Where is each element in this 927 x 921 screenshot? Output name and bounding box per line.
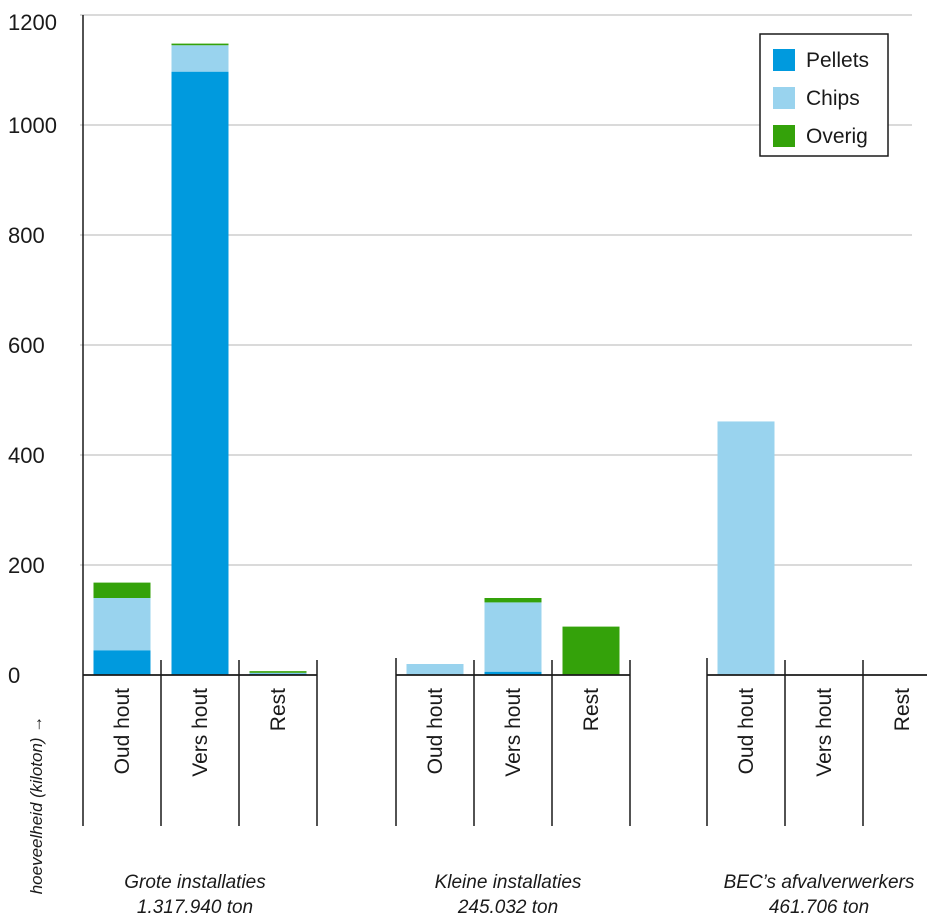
y-axis-label: hoeveelheid (kiloton) → <box>27 716 46 895</box>
labels: 0 200 400 600 800 1000 1200 Oud hout Vers hout Re… <box>8 10 915 918</box>
y-tick-label: 400 <box>8 443 45 468</box>
category-label: Rest <box>267 688 290 731</box>
category-label: Rest <box>580 688 603 731</box>
bar-segment <box>171 43 229 46</box>
y-tick-label: 200 <box>8 553 45 578</box>
legend-label: Chips <box>806 87 860 110</box>
bars <box>93 43 775 675</box>
group-name: BEC’s afvalverwerkers <box>724 872 915 893</box>
bar-segment <box>171 71 229 675</box>
category-label: Oud hout <box>735 688 758 775</box>
bar-segment <box>717 421 775 675</box>
legend-swatch <box>773 87 795 109</box>
category-label: Rest <box>891 688 914 731</box>
y-tick-label: 1000 <box>8 113 57 138</box>
category-label: Vers hout <box>502 688 525 777</box>
bar-segment <box>93 582 151 598</box>
group-name: Grote installaties <box>124 872 266 893</box>
bar-segment <box>406 664 464 675</box>
category-label: Vers hout <box>189 688 212 777</box>
legend-label: Overig <box>806 125 868 148</box>
category-label: Vers hout <box>813 688 836 777</box>
legend-swatch <box>773 49 795 71</box>
legend-swatch <box>773 125 795 147</box>
bar-segment <box>484 598 542 603</box>
bar-segment <box>484 602 542 672</box>
group-total: 245.032 ton <box>457 897 558 918</box>
bar-segment <box>93 598 151 651</box>
bar-segment <box>171 45 229 72</box>
group-name: Kleine installaties <box>435 872 582 893</box>
legend: Pellets Chips Overig <box>759 33 889 157</box>
group-total: 461.706 ton <box>769 897 869 918</box>
legend-label: Pellets <box>806 49 869 72</box>
y-tick-label: 800 <box>8 223 45 248</box>
group-total: 1.317.940 ton <box>137 897 253 918</box>
bar-segment <box>249 671 307 673</box>
bar-segment <box>562 626 620 675</box>
axes <box>82 15 927 826</box>
y-tick-label: 0 <box>8 663 20 688</box>
y-tick-label: 600 <box>8 333 45 358</box>
category-label: Oud hout <box>424 688 447 775</box>
bar-segment <box>249 672 307 674</box>
category-label: Oud hout <box>111 688 134 775</box>
y-tick-label: 1200 <box>8 10 57 35</box>
bar-segment <box>93 650 151 675</box>
bar-segment <box>484 671 542 675</box>
